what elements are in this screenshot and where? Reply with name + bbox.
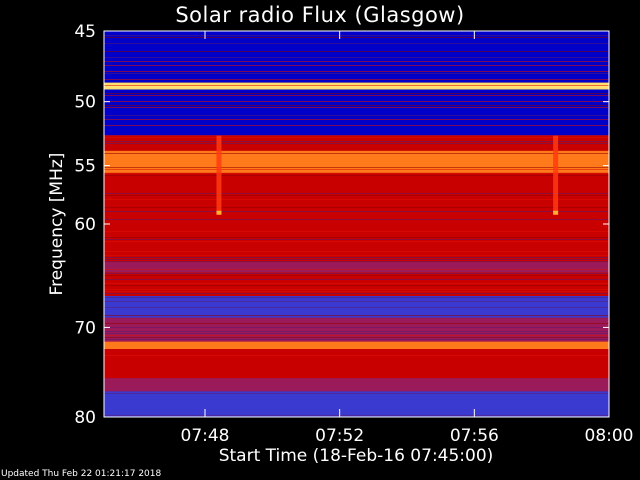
- y-tick-label-70: 70: [74, 318, 96, 338]
- texture-line: [104, 105, 609, 106]
- texture-line: [104, 167, 609, 168]
- y-tick-label-60: 60: [74, 215, 96, 235]
- x-axis-title: Start Time (18-Feb-16 07:45:00): [219, 446, 494, 466]
- texture-line: [104, 355, 609, 356]
- frequency-band-1: [104, 82, 609, 90]
- texture-line: [104, 293, 609, 294]
- texture-line: [104, 335, 609, 336]
- texture-line: [104, 107, 609, 108]
- frequency-band-12: [104, 378, 609, 392]
- y-tick-label-50: 50: [74, 93, 96, 113]
- texture-line: [104, 297, 609, 298]
- texture-line: [104, 43, 609, 44]
- frequency-band-9: [104, 317, 609, 342]
- texture-line: [104, 95, 609, 96]
- texture-line: [104, 269, 609, 270]
- texture-line: [104, 85, 609, 86]
- texture-line: [104, 137, 609, 138]
- texture-line: [104, 231, 609, 232]
- texture-line: [104, 273, 609, 274]
- texture-line: [104, 135, 609, 136]
- frequency-band-6: [104, 262, 609, 273]
- texture-line: [104, 289, 609, 290]
- burst-streak-0: [216, 135, 222, 213]
- texture-line: [104, 315, 609, 316]
- frequency-band-7: [104, 272, 609, 297]
- texture-line: [104, 195, 609, 196]
- frequency-band-2: [104, 89, 609, 136]
- texture-line: [104, 393, 609, 394]
- texture-line: [104, 337, 609, 338]
- texture-line: [104, 415, 609, 416]
- texture-line: [104, 143, 609, 144]
- texture-line: [104, 219, 609, 220]
- texture-line: [104, 259, 609, 260]
- texture-line: [104, 275, 609, 276]
- texture-line: [104, 333, 609, 334]
- y-tick-label-80: 80: [74, 408, 96, 428]
- texture-line: [104, 331, 609, 332]
- texture-line: [104, 37, 609, 38]
- texture-line: [104, 141, 609, 142]
- texture-line: [104, 79, 609, 80]
- texture-line: [104, 71, 609, 72]
- x-tick-label-07:48: 07:48: [181, 426, 230, 446]
- plot-area: [104, 31, 609, 417]
- texture-line: [104, 119, 609, 120]
- burst-spot-0: [216, 210, 222, 215]
- frequency-band-0: [104, 31, 609, 83]
- burst-spot-1: [553, 210, 559, 215]
- texture-line: [104, 57, 609, 58]
- texture-line: [104, 207, 609, 208]
- texture-line: [104, 65, 609, 66]
- texture-line: [104, 35, 609, 36]
- frequency-band-11: [104, 349, 609, 379]
- texture-line: [104, 169, 609, 170]
- texture-line: [104, 125, 609, 126]
- axes: 45 50 55 60 70 80 07:48 07:52 07:56 08:00 Start Ti…: [47, 22, 634, 466]
- texture-line: [104, 199, 609, 200]
- texture-line: [104, 239, 609, 240]
- texture-line: [104, 73, 609, 74]
- frequency-band-8: [104, 296, 609, 318]
- texture-line: [104, 101, 609, 102]
- update-timestamp: Updated Thu Feb 22 01:21:17 2018: [1, 469, 162, 479]
- chart-title: Solar radio Flux (Glasgow): [175, 3, 465, 27]
- texture-line: [104, 301, 609, 302]
- texture-line: [104, 51, 609, 52]
- texture-line: [104, 255, 609, 256]
- frequency-band-10: [104, 341, 609, 350]
- burst-streak-1: [553, 135, 559, 213]
- texture-line: [104, 241, 609, 242]
- texture-line: [104, 261, 609, 262]
- texture-line: [104, 327, 609, 328]
- x-tick-label-07:56: 07:56: [450, 426, 499, 446]
- texture-line: [104, 285, 609, 286]
- texture-line: [104, 153, 609, 154]
- texture-line: [104, 175, 609, 176]
- texture-line: [104, 257, 609, 258]
- texture-line: [104, 339, 609, 340]
- texture-line: [104, 173, 609, 174]
- x-tick-label-08:00: 08:00: [585, 426, 634, 446]
- texture-line: [104, 283, 609, 284]
- texture-line: [104, 251, 609, 252]
- texture-line: [104, 237, 609, 238]
- y-tick-label-55: 55: [74, 157, 96, 177]
- y-axis-title: Frequency [MHz]: [47, 153, 67, 296]
- x-tick-label-07:52: 07:52: [315, 426, 364, 446]
- y-tick-label-45: 45: [74, 22, 96, 42]
- texture-line: [104, 61, 609, 62]
- texture-line: [104, 291, 609, 292]
- texture-line: [104, 93, 609, 94]
- texture-line: [104, 211, 609, 212]
- frequency-band-5: [104, 172, 609, 263]
- texture-line: [104, 193, 609, 194]
- texture-line: [104, 279, 609, 280]
- texture-line: [104, 323, 609, 324]
- frequency-band-13: [104, 391, 609, 417]
- texture-line: [104, 115, 609, 116]
- texture-line: [104, 307, 609, 308]
